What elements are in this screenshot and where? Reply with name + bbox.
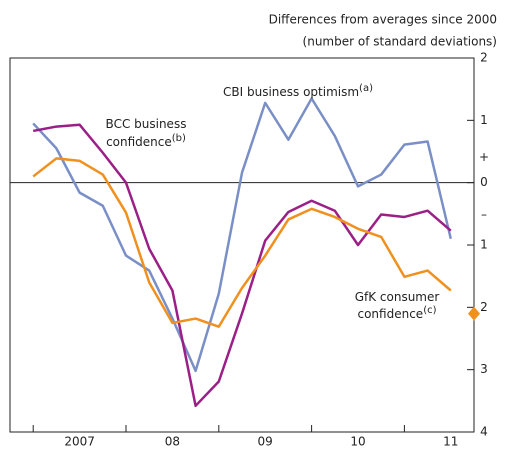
- series-label-text: CBI business optimism: [223, 85, 359, 99]
- y-tick-label: 3: [480, 362, 488, 376]
- header-line: Differences from averages since 2000: [269, 13, 497, 27]
- sign-label: +: [479, 150, 489, 164]
- diamond-marker: [468, 306, 480, 321]
- plot-frame: [9, 57, 475, 433]
- series-label-text: confidence: [106, 135, 172, 149]
- series-label-text: confidence: [357, 307, 423, 321]
- x-tick-label: 11: [443, 435, 458, 449]
- series-label: GfK consumer confidence(c): [355, 290, 440, 321]
- header-line: (number of standard deviations): [303, 35, 497, 49]
- x-tick-label: 08: [165, 435, 180, 449]
- series-line: [32, 123, 452, 408]
- sign-label: –: [481, 207, 487, 221]
- series-line: [32, 97, 453, 373]
- y-tick-label: 1: [480, 238, 488, 252]
- series-label-note: (b): [172, 133, 186, 144]
- y-tick-label: 0: [480, 175, 488, 189]
- y-tick-label: 4: [480, 425, 488, 439]
- x-tick-label: 2007: [64, 435, 95, 449]
- x-tick-label: 10: [350, 435, 365, 449]
- series-label: BCC business confidence(b): [106, 117, 187, 149]
- series-label-text: BCC business: [106, 117, 187, 131]
- series-label-text: GfK consumer: [355, 290, 440, 304]
- series-line: [32, 157, 452, 328]
- y-tick-label: 2: [480, 51, 488, 65]
- series-label: CBI business optimism(a): [223, 83, 373, 99]
- x-tick-label: 09: [258, 435, 273, 449]
- y-tick-label: 1: [480, 113, 488, 127]
- series-label-note: (a): [359, 83, 373, 94]
- y-tick-label: 2: [480, 300, 488, 314]
- series-label-note: (c): [423, 305, 436, 316]
